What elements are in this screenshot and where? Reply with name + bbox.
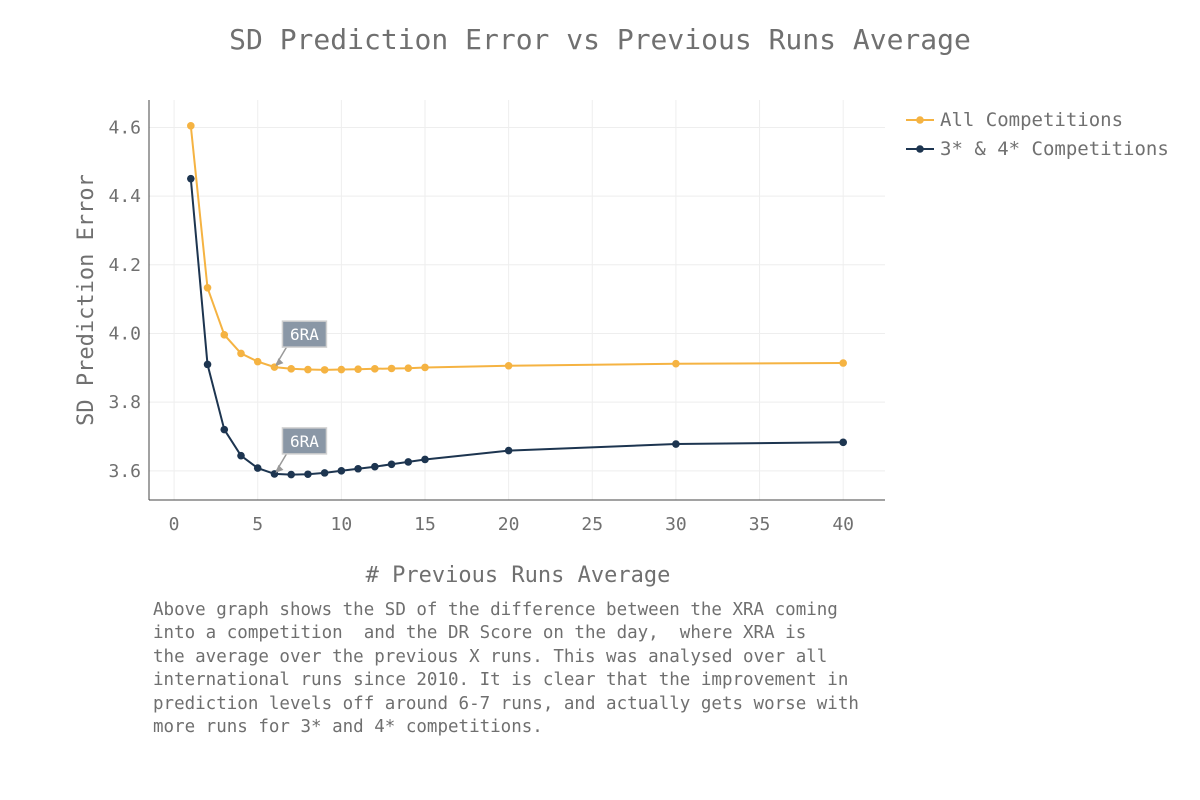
x-tick-label: 40: [832, 514, 854, 535]
x-tick-label: 25: [581, 514, 603, 535]
series-line-0: [189, 125, 844, 371]
legend-label: 3* & 4* Competitions: [940, 138, 1169, 160]
y-tick-label: 3.8: [108, 392, 141, 413]
y-axis-label: SD Prediction Error: [74, 174, 99, 426]
data-point: [839, 359, 847, 367]
data-point: [320, 469, 329, 477]
legend[interactable]: All Competitions 3* & 4* Competitions: [906, 109, 1169, 160]
data-point: [287, 365, 295, 373]
annotation-arrowhead: [275, 358, 284, 367]
x-axis-label: # Previous Runs Average: [366, 563, 671, 588]
data-point: [839, 438, 847, 447]
data-point: [354, 464, 362, 473]
data-point: [387, 364, 396, 373]
x-tick-label: 0: [169, 514, 180, 535]
data-point: [237, 349, 245, 358]
legend-label: All Competitions: [940, 109, 1123, 131]
data-point: [504, 446, 513, 455]
data-point: [421, 455, 429, 464]
x-tick-label: 5: [252, 514, 263, 535]
data-point: [187, 121, 195, 130]
y-tick-label: 4.0: [108, 323, 141, 344]
data-point: [187, 174, 195, 183]
chart-caption: Above graph shows the SD of the differen…: [153, 600, 859, 738]
data-point: [672, 440, 680, 448]
annotations: 6RA 6RA: [275, 320, 328, 473]
data-point: [404, 364, 413, 372]
data-point: [237, 451, 245, 460]
legend-item-1[interactable]: 3* & 4* Competitions: [906, 138, 1169, 160]
data-point: [337, 365, 346, 374]
data-point: [387, 460, 396, 469]
annotation-label: 6RA: [290, 325, 319, 344]
axes: 0 5 10 15 20 25 30 35 40 3.6 3.8 4.0 4.2 4.4 4.6: [108, 100, 885, 535]
data-point: [253, 357, 262, 366]
annotation-arrowhead: [275, 464, 284, 473]
data-point: [287, 470, 295, 479]
data-point: [320, 366, 329, 374]
annotation-6ra: 6RA: [275, 320, 328, 367]
x-tick-label: 20: [498, 514, 520, 535]
data-point: [253, 464, 262, 472]
data-point: [304, 470, 312, 479]
data-point: [203, 360, 212, 369]
chart-title: SD Prediction Error vs Previous Runs Ave…: [229, 23, 971, 56]
y-tick-label: 4.2: [108, 255, 141, 276]
data-point: [421, 363, 429, 372]
data-point: [672, 359, 680, 368]
data-point: [371, 462, 379, 471]
x-tick-label: 35: [749, 514, 771, 535]
data-point: [354, 365, 362, 373]
data-point: [220, 331, 229, 339]
x-tick-label: 15: [414, 514, 436, 535]
x-tick-label: 10: [331, 514, 353, 535]
x-tick-label: 30: [665, 514, 687, 535]
annotation-label: 6RA: [290, 432, 319, 451]
y-tick-label: 4.4: [108, 186, 141, 207]
annotation-6ra: 6RA: [275, 427, 328, 473]
data-point: [220, 425, 229, 434]
data-point: [337, 467, 346, 475]
legend-swatch-marker: [916, 116, 924, 124]
annotation-box: [281, 427, 328, 455]
y-tick-label: 4.6: [108, 117, 141, 138]
legend-item-0[interactable]: All Competitions: [906, 109, 1123, 131]
data-point: [504, 361, 513, 370]
grid: [149, 100, 885, 500]
data-point: [371, 365, 379, 373]
y-tick-label: 3.6: [108, 461, 141, 482]
annotation-box: [281, 320, 328, 348]
series-line-1: [189, 178, 844, 476]
data-point: [203, 284, 212, 292]
series-layer: [187, 121, 847, 479]
legend-swatch-marker: [916, 145, 924, 153]
data-point: [404, 458, 413, 466]
data-point: [304, 365, 312, 374]
